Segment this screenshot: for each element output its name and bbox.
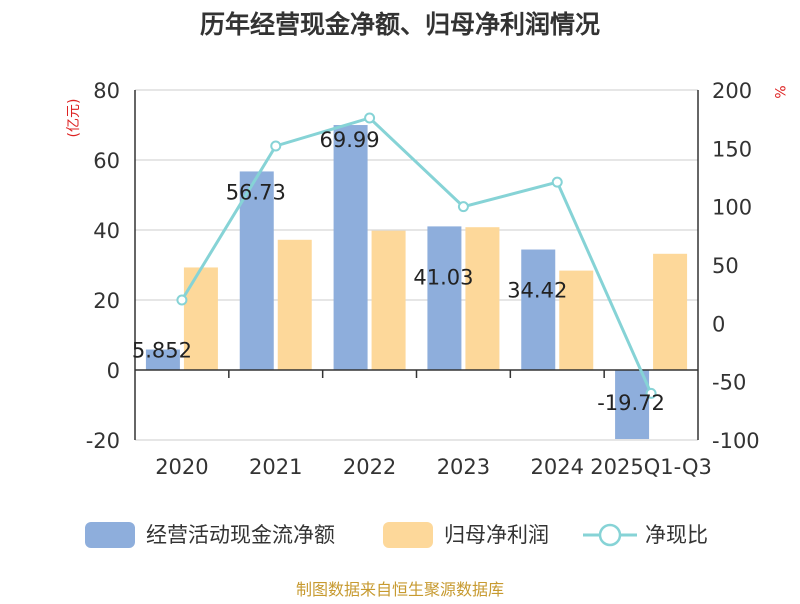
x-axis-tick-label: 2024: [531, 455, 584, 479]
line-point-cash-ratio: [457, 201, 469, 213]
bar-cashflow: [615, 370, 650, 440]
left-axis-tick-label: 0: [107, 359, 120, 383]
left-axis-tick-label: -20: [86, 429, 120, 453]
legend: 经营活动现金流净额 归母净利润 净现比: [85, 522, 708, 548]
data-source-footer: 制图数据来自恒生聚源数据库: [296, 580, 504, 599]
line-point-cash-ratio: [176, 294, 188, 306]
right-axis-unit-label: %: [771, 85, 787, 98]
bar-net-profit: [371, 230, 406, 370]
legend-swatch-net-profit: [383, 522, 433, 548]
legend-label-cash-ratio: 净现比: [645, 523, 708, 547]
right-axis-tick-label: 100: [712, 196, 752, 220]
x-axis-tick-label: 2025Q1-Q3: [590, 455, 712, 479]
data-label-cashflow: 69.99: [320, 128, 380, 152]
bar-net-profit: [465, 227, 500, 370]
legend-item-cashflow[interactable]: 经营活动现金流净额: [85, 522, 335, 548]
data-label-cashflow: 41.03: [413, 265, 473, 289]
left-axis-unit-label: (亿元): [66, 99, 82, 138]
bar-net-profit: [653, 253, 688, 370]
legend-item-net-profit[interactable]: 归母净利润: [383, 522, 549, 548]
line-point-cash-ratio: [645, 387, 657, 399]
data-label-cashflow: 56.73: [226, 180, 286, 204]
line-point-cash-ratio: [551, 176, 563, 188]
legend-item-cash-ratio[interactable]: 净现比: [583, 523, 708, 547]
bar-net-profit: [559, 270, 594, 370]
line-cash-ratio: [180, 116, 653, 394]
left-axis-tick-label: 20: [93, 289, 120, 313]
bar-cashflow: [145, 349, 180, 370]
legend-swatch-cashflow: [85, 522, 135, 548]
x-axis-tick-label: 2020: [155, 455, 208, 479]
line-point-cash-ratio: [364, 112, 376, 124]
right-axis-tick-label: 200: [712, 79, 752, 103]
left-axis-tick-label: 60: [93, 149, 120, 173]
bar-net-profit: [277, 239, 312, 370]
chart-title: 历年经营现金净额、归母净利润情况: [200, 10, 600, 39]
legend-label-net-profit: 归母净利润: [444, 523, 549, 547]
line-series: [176, 112, 657, 399]
x-axis-tick-label: 2022: [343, 455, 396, 479]
right-axis-tick-label: -50: [712, 371, 746, 395]
data-labels: 5.852 56.73 69.99 41.03 34.42 -19.72: [132, 128, 665, 415]
bar-series: [145, 125, 688, 440]
x-axis-tick-label: 2021: [249, 455, 302, 479]
left-axis-tick-label: 80: [93, 79, 120, 103]
data-label-cashflow: 34.42: [507, 279, 567, 303]
right-axis-tick-label: 50: [712, 254, 739, 278]
data-label-cashflow: 5.852: [132, 339, 192, 363]
legend-swatch-marker: [598, 523, 622, 547]
bar-cashflow: [333, 125, 368, 370]
data-label-cashflow: -19.72: [597, 391, 665, 415]
x-axis-tick-label: 2023: [437, 455, 490, 479]
right-axis-tick-label: 0: [712, 312, 725, 336]
legend-label-cashflow: 经营活动现金流净额: [146, 523, 335, 547]
left-axis-tick-label: 40: [93, 219, 120, 243]
bar-cashflow: [521, 249, 556, 370]
axes: -20 0 20 40 60 80 -100 -50 0 50 100 150 200 2020 2021 2…: [86, 79, 760, 479]
right-axis-tick-label: 150: [712, 137, 752, 161]
line-point-cash-ratio: [270, 140, 282, 152]
bar-cashflow: [427, 226, 462, 370]
bar-cashflow: [239, 171, 274, 370]
right-axis-tick-label: -100: [712, 429, 760, 453]
